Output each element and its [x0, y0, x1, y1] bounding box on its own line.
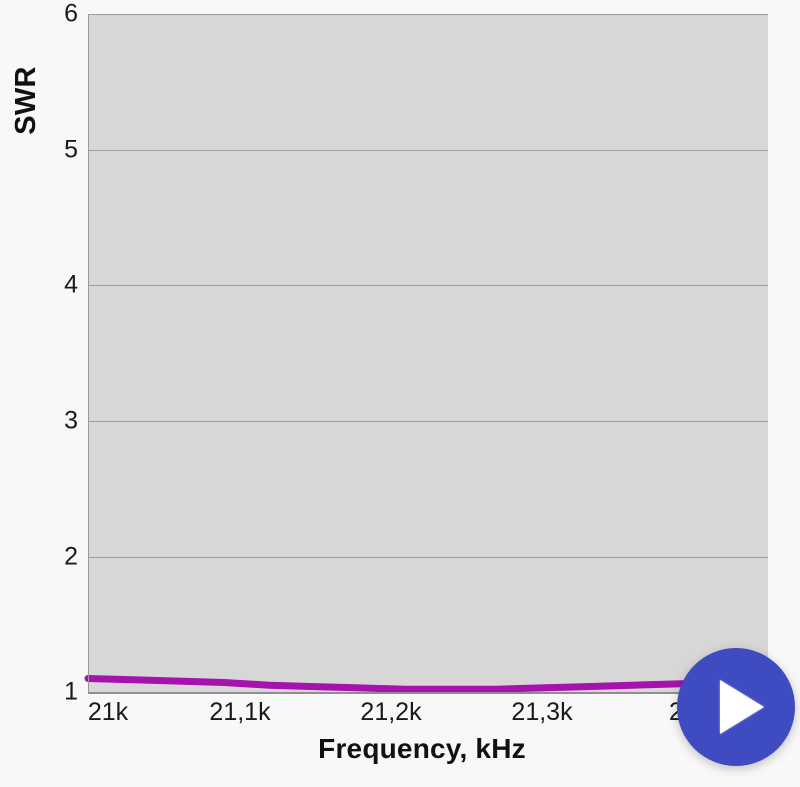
x-tick-label-21-3k: 21,3k — [511, 698, 573, 726]
start-measurement-fab[interactable] — [677, 648, 795, 766]
swr-curve-line — [88, 678, 768, 689]
gridline-3 — [88, 421, 768, 422]
y-tick-label-1: 1 — [64, 677, 78, 706]
y-tick-label-3: 3 — [64, 406, 78, 435]
play-icon — [720, 680, 764, 734]
y-tick-label-6: 6 — [64, 0, 78, 28]
plot-area[interactable] — [88, 14, 768, 692]
gridline-4 — [88, 285, 768, 286]
gridline-2 — [88, 557, 768, 558]
x-tick-label-21-2k: 21,2k — [360, 698, 422, 726]
x-tick-label-21-1k: 21,1k — [209, 698, 271, 726]
y-tick-label-5: 5 — [64, 135, 78, 164]
x-axis-line — [88, 692, 769, 694]
y-tick-label-4: 4 — [64, 270, 78, 299]
swr-curve-svg — [88, 14, 768, 692]
y-axis-tick-labels: 6 5 4 3 2 1 — [0, 0, 88, 787]
gridline-5 — [88, 150, 768, 151]
gridline-6 — [88, 14, 768, 15]
y-axis-title: SWR — [0, 0, 52, 200]
y-axis-title-label: SWR — [9, 65, 42, 135]
y-axis-line — [88, 14, 89, 693]
y-tick-label-2: 2 — [64, 542, 78, 571]
x-axis-title: Frequency, kHz — [318, 733, 526, 764]
x-tick-label-21k: 21k — [87, 698, 129, 726]
